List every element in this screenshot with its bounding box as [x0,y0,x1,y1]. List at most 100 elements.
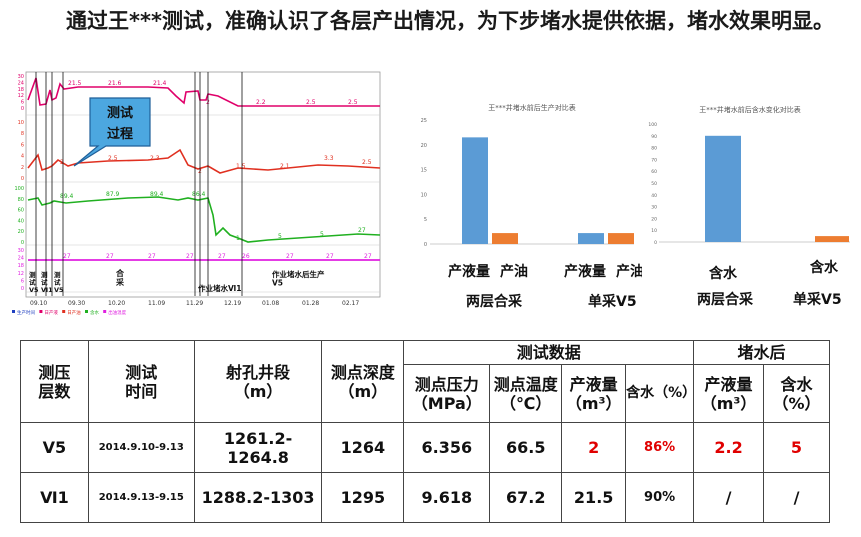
category-label: 含水 [709,265,738,282]
cell-temp: 67.2 [489,472,563,523]
cell-interval: 1288.2-1303 [193,472,323,523]
legend-label: 日产油 [67,309,81,316]
phase-label: V5 [272,279,283,288]
header-depth: 测点深度 （m） [321,340,405,423]
legend-swatch [12,310,15,313]
table-row: V5 2014.9.10-9.13 1261.2-1264.8 1264 6.3… [20,422,830,473]
cell-pressure: 6.356 [403,422,491,473]
series-label: 27 [364,253,372,260]
phase-label: 合 [115,268,125,278]
header-test-data: 测试数据 [403,340,695,365]
series-label: 27 [218,253,226,260]
series-label: 1.5 [236,163,246,170]
legend-label: 出油温度 [108,309,126,316]
phase-label: 试 [54,278,61,287]
x-tick-label: 09.10 [30,300,47,307]
series-label: 89.4 [150,191,164,198]
y-tick-label: 15 [421,168,427,174]
x-tick-label: 10.20 [108,300,125,307]
y-tick-label: 0 [21,176,24,182]
header-temp: 测点温度 （℃） [489,364,563,423]
y-tick-label: 8 [21,131,24,137]
series-label: 2.1 [280,163,290,170]
phase-label: Ⅵ1 [41,286,53,294]
cell-time: 2014.9.10-9.13 [87,422,195,473]
cell-after-water: 5 [763,422,830,473]
cell-temp: 66.5 [489,422,563,473]
series-label: 27 [326,253,334,260]
table-row: Ⅵ1 2014.9.13-9.15 1288.2-1303 1295 9.618… [20,472,830,523]
series-label: 86.4 [192,191,206,198]
phase-label: V5 [29,286,39,294]
series-label: 5 [278,233,282,240]
header-interval: 射孔井段 （m） [193,340,323,423]
cell-after-liquid: 2.2 [693,422,764,473]
y-tick-label: 0 [654,240,657,246]
y-tick-label: 0 [21,106,24,112]
bar [462,137,488,244]
y-tick-label: 40 [651,193,657,199]
test-data-table: 测压 层数 测试 时间 射孔井段 （m） 测点深度 （m） 测试数据 堵水后 测点压力（… [20,340,830,523]
y-tick-label: 80 [18,197,24,203]
x-tick-label: 01.08 [262,300,279,307]
series-daily-oil [27,148,381,174]
y-tick-label: 0 [424,242,427,248]
category-label: 产液量 [564,263,606,280]
y-tick-label: 0 [21,240,24,246]
header-time: 测试 时间 [87,340,195,423]
series-label: 2.5 [108,155,118,162]
production-log-chart: 3024181260108642010080604020030241812602… [12,71,381,316]
y-tick-label: 100 [14,186,24,192]
series-label: 89.4 [60,193,74,200]
series-label: 2.5 [362,159,372,166]
phase-label: 作业堵水后生产 [272,269,325,279]
x-tick-label: 12.19 [224,300,241,307]
y-tick-label: 5 [424,217,427,223]
series-label: 27 [148,253,156,260]
y-tick-label: 30 [18,74,24,80]
series-label: 27 [286,253,294,260]
legend-swatch [103,310,107,313]
bar [492,233,518,244]
header-after-liquid: 产液量 （m³） [693,364,764,423]
series-label: 87.9 [106,191,120,198]
series-label: 2.3 [150,155,160,162]
callout-text: 测试 [107,105,133,121]
y-tick-label: 40 [18,218,24,224]
legend-label: 日产液 [44,309,58,316]
category-label: 产油 [616,263,642,280]
water-cut-comparison-chart: 王***井堵水前后含水变化对比表 0 10 20 30 40 50 60 70 80 90 100 含水… [648,105,850,308]
series-label: 27 [186,253,194,260]
y-tick-label: 18 [18,263,24,269]
group-label: 单采V5 [793,291,842,308]
bar [578,233,604,244]
cell-depth: 1295 [321,472,405,523]
x-tick-label: 02.17 [342,300,359,307]
chart-title: 王***井堵水前后生产对比表 [488,103,576,112]
series-label: 2.5 [306,99,316,106]
cell-layer: V5 [20,422,89,473]
phase-label: 试 [29,278,36,287]
series-label: 2.2 [256,99,266,106]
y-tick-label: 0 [21,286,24,292]
cell-water: 86% [625,422,695,473]
y-tick-label: 12 [18,93,24,99]
cell-interval: 1261.2-1264.8 [193,422,323,473]
y-tick-label: 24 [18,256,24,262]
y-tick-label: 10 [651,228,657,234]
y-tick-label: 18 [18,87,24,93]
legend-swatch [85,310,88,313]
y-tick-label: 50 [651,181,657,187]
chart-title: 王***井堵水前后含水变化对比表 [699,105,801,114]
y-tick-label: 2 [21,165,24,171]
header-after-water: 含水 （%） [763,364,830,423]
x-tick-label: 09.30 [68,300,85,307]
legend-label: 生产时间 [17,309,35,316]
header-after: 堵水后 [693,340,830,365]
callout-text: 过程 [107,126,133,142]
series-label: 26 [242,253,250,260]
header-water: 含水（%） [625,364,696,423]
header-liquid: 产液量 （m³） [561,364,627,423]
y-tick-label: 80 [651,146,657,152]
